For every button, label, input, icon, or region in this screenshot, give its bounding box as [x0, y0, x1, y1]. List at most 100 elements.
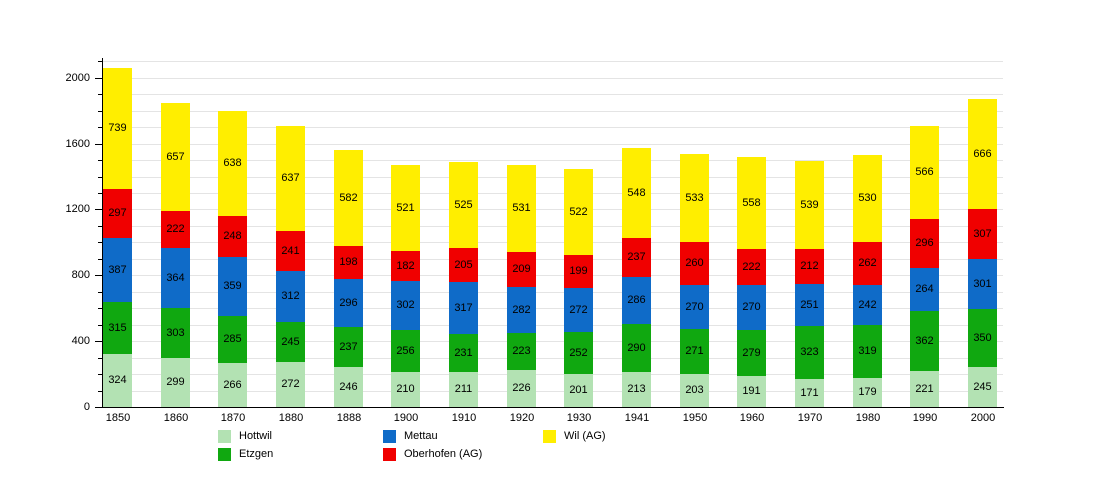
- bar-value-label: 256: [396, 344, 415, 357]
- bar-value-label: 301: [973, 277, 992, 290]
- y-tick-label: 2000: [65, 72, 90, 84]
- bar-value-label: 533: [685, 191, 704, 204]
- bar-value-label: 296: [915, 237, 934, 249]
- bar-segment-oberhofen-ag-: 260: [680, 242, 709, 285]
- y-minor-tick: [98, 193, 102, 194]
- gridline: [103, 275, 1003, 276]
- bar-segment-oberhofen-ag-: 222: [161, 211, 190, 248]
- bar-value-label: 191: [742, 385, 761, 397]
- x-tick-label: 1850: [105, 412, 131, 424]
- bar-segment-etzgen: 362: [910, 311, 939, 371]
- bar-value-label: 539: [800, 198, 819, 211]
- bar-segment-oberhofen-ag-: 209: [507, 252, 536, 287]
- bar-segment-wil-ag-: 521: [391, 165, 420, 251]
- bar-value-label: 222: [742, 260, 761, 273]
- bar-value-label: 531: [512, 202, 531, 214]
- gridline: [103, 177, 1003, 178]
- bar-value-label: 231: [454, 346, 473, 359]
- bar-segment-mettau: 242: [853, 285, 882, 325]
- bar-value-label: 279: [742, 346, 761, 359]
- bar-segment-mettau: 359: [218, 257, 247, 316]
- y-tick-label: 0: [83, 401, 90, 413]
- bar-value-label: 226: [512, 382, 531, 394]
- y-minor-tick: [98, 160, 102, 161]
- bar-segment-mettau: 251: [795, 284, 824, 326]
- bar-value-label: 657: [166, 150, 185, 163]
- bar-segment-etzgen: 245: [276, 322, 305, 362]
- bar-value-label: 521: [396, 201, 415, 214]
- bar-value-label: 266: [223, 378, 242, 391]
- gridline: [103, 127, 1003, 128]
- bar-segment-hottwil: 203: [680, 374, 709, 407]
- bar-value-label: 213: [627, 383, 646, 395]
- y-major-tick: [95, 341, 102, 342]
- gridline: [103, 160, 1003, 161]
- x-tick-label: 1910: [451, 412, 477, 424]
- legend-label: Wil (AG): [564, 430, 606, 442]
- legend-swatch-oberhofen-ag-: [383, 448, 396, 461]
- bar-segment-oberhofen-ag-: 241: [276, 231, 305, 271]
- x-tick-label: 1920: [509, 412, 535, 424]
- bar-segment-hottwil: 266: [218, 363, 247, 407]
- bar-segment-etzgen: 323: [795, 326, 824, 379]
- bar-segment-hottwil: 245: [968, 367, 997, 407]
- bar-value-label: 203: [685, 384, 704, 396]
- x-axis-line: [96, 407, 1004, 408]
- bar-segment-wil-ag-: 533: [680, 154, 709, 242]
- bar-segment-mettau: 264: [910, 268, 939, 311]
- x-tick-label: 1930: [566, 412, 592, 424]
- bar-value-label: 271: [685, 345, 704, 357]
- bar-segment-etzgen: 256: [391, 330, 420, 372]
- bar-segment-mettau: 387: [103, 238, 132, 302]
- bar-value-label: 251: [800, 298, 819, 311]
- y-tick-label: 800: [71, 269, 90, 281]
- gridline: [103, 144, 1003, 145]
- bar-value-label: 205: [454, 258, 473, 271]
- legend-swatch-mettau: [383, 430, 396, 443]
- bar-segment-etzgen: 315: [103, 302, 132, 354]
- bar-segment-etzgen: 231: [449, 334, 478, 372]
- bar-segment-mettau: 272: [564, 288, 593, 332]
- bar-segment-wil-ag-: 530: [853, 155, 882, 242]
- bar-value-label: 566: [915, 166, 934, 178]
- gridline: [103, 374, 1003, 375]
- bar-segment-hottwil: 299: [161, 358, 190, 407]
- bar-segment-mettau: 270: [680, 285, 709, 329]
- gridline: [103, 242, 1003, 243]
- bar-segment-wil-ag-: 531: [507, 165, 536, 252]
- bar-value-label: 530: [858, 192, 877, 204]
- bar-segment-mettau: 312: [276, 271, 305, 322]
- bar-segment-oberhofen-ag-: 307: [968, 209, 997, 259]
- bar-segment-mettau: 317: [449, 282, 478, 334]
- bar-value-label: 179: [858, 386, 877, 398]
- bar-segment-hottwil: 191: [737, 376, 766, 407]
- y-minor-tick: [98, 94, 102, 95]
- bar-value-label: 222: [166, 223, 185, 235]
- y-major-tick: [95, 275, 102, 276]
- bar-segment-oberhofen-ag-: 262: [853, 242, 882, 285]
- bar-value-label: 212: [800, 260, 819, 272]
- bar-segment-etzgen: 279: [737, 330, 766, 376]
- bar-value-label: 199: [569, 265, 588, 277]
- bar-segment-oberhofen-ag-: 237: [622, 238, 651, 277]
- bar-value-label: 270: [742, 301, 761, 313]
- x-tick-label: 1880: [278, 412, 304, 424]
- bar-value-label: 209: [512, 263, 531, 275]
- bar-value-label: 739: [108, 122, 127, 134]
- bar-segment-hottwil: 324: [103, 354, 132, 407]
- bar-value-label: 246: [339, 380, 358, 393]
- x-tick-label: 1980: [855, 412, 881, 424]
- bar-segment-etzgen: 285: [218, 316, 247, 363]
- bar-segment-mettau: 364: [161, 248, 190, 308]
- bar-segment-oberhofen-ag-: 199: [564, 255, 593, 288]
- gridline: [103, 226, 1003, 227]
- gridline: [103, 61, 1003, 62]
- bar-value-label: 296: [339, 296, 358, 309]
- bar-segment-etzgen: 237: [334, 327, 363, 367]
- bar-value-label: 262: [858, 257, 877, 269]
- y-minor-tick: [98, 127, 102, 128]
- bar-value-label: 290: [627, 341, 646, 354]
- gridline: [103, 94, 1003, 95]
- bar-segment-oberhofen-ag-: 296: [910, 219, 939, 268]
- bar-value-label: 237: [627, 251, 646, 263]
